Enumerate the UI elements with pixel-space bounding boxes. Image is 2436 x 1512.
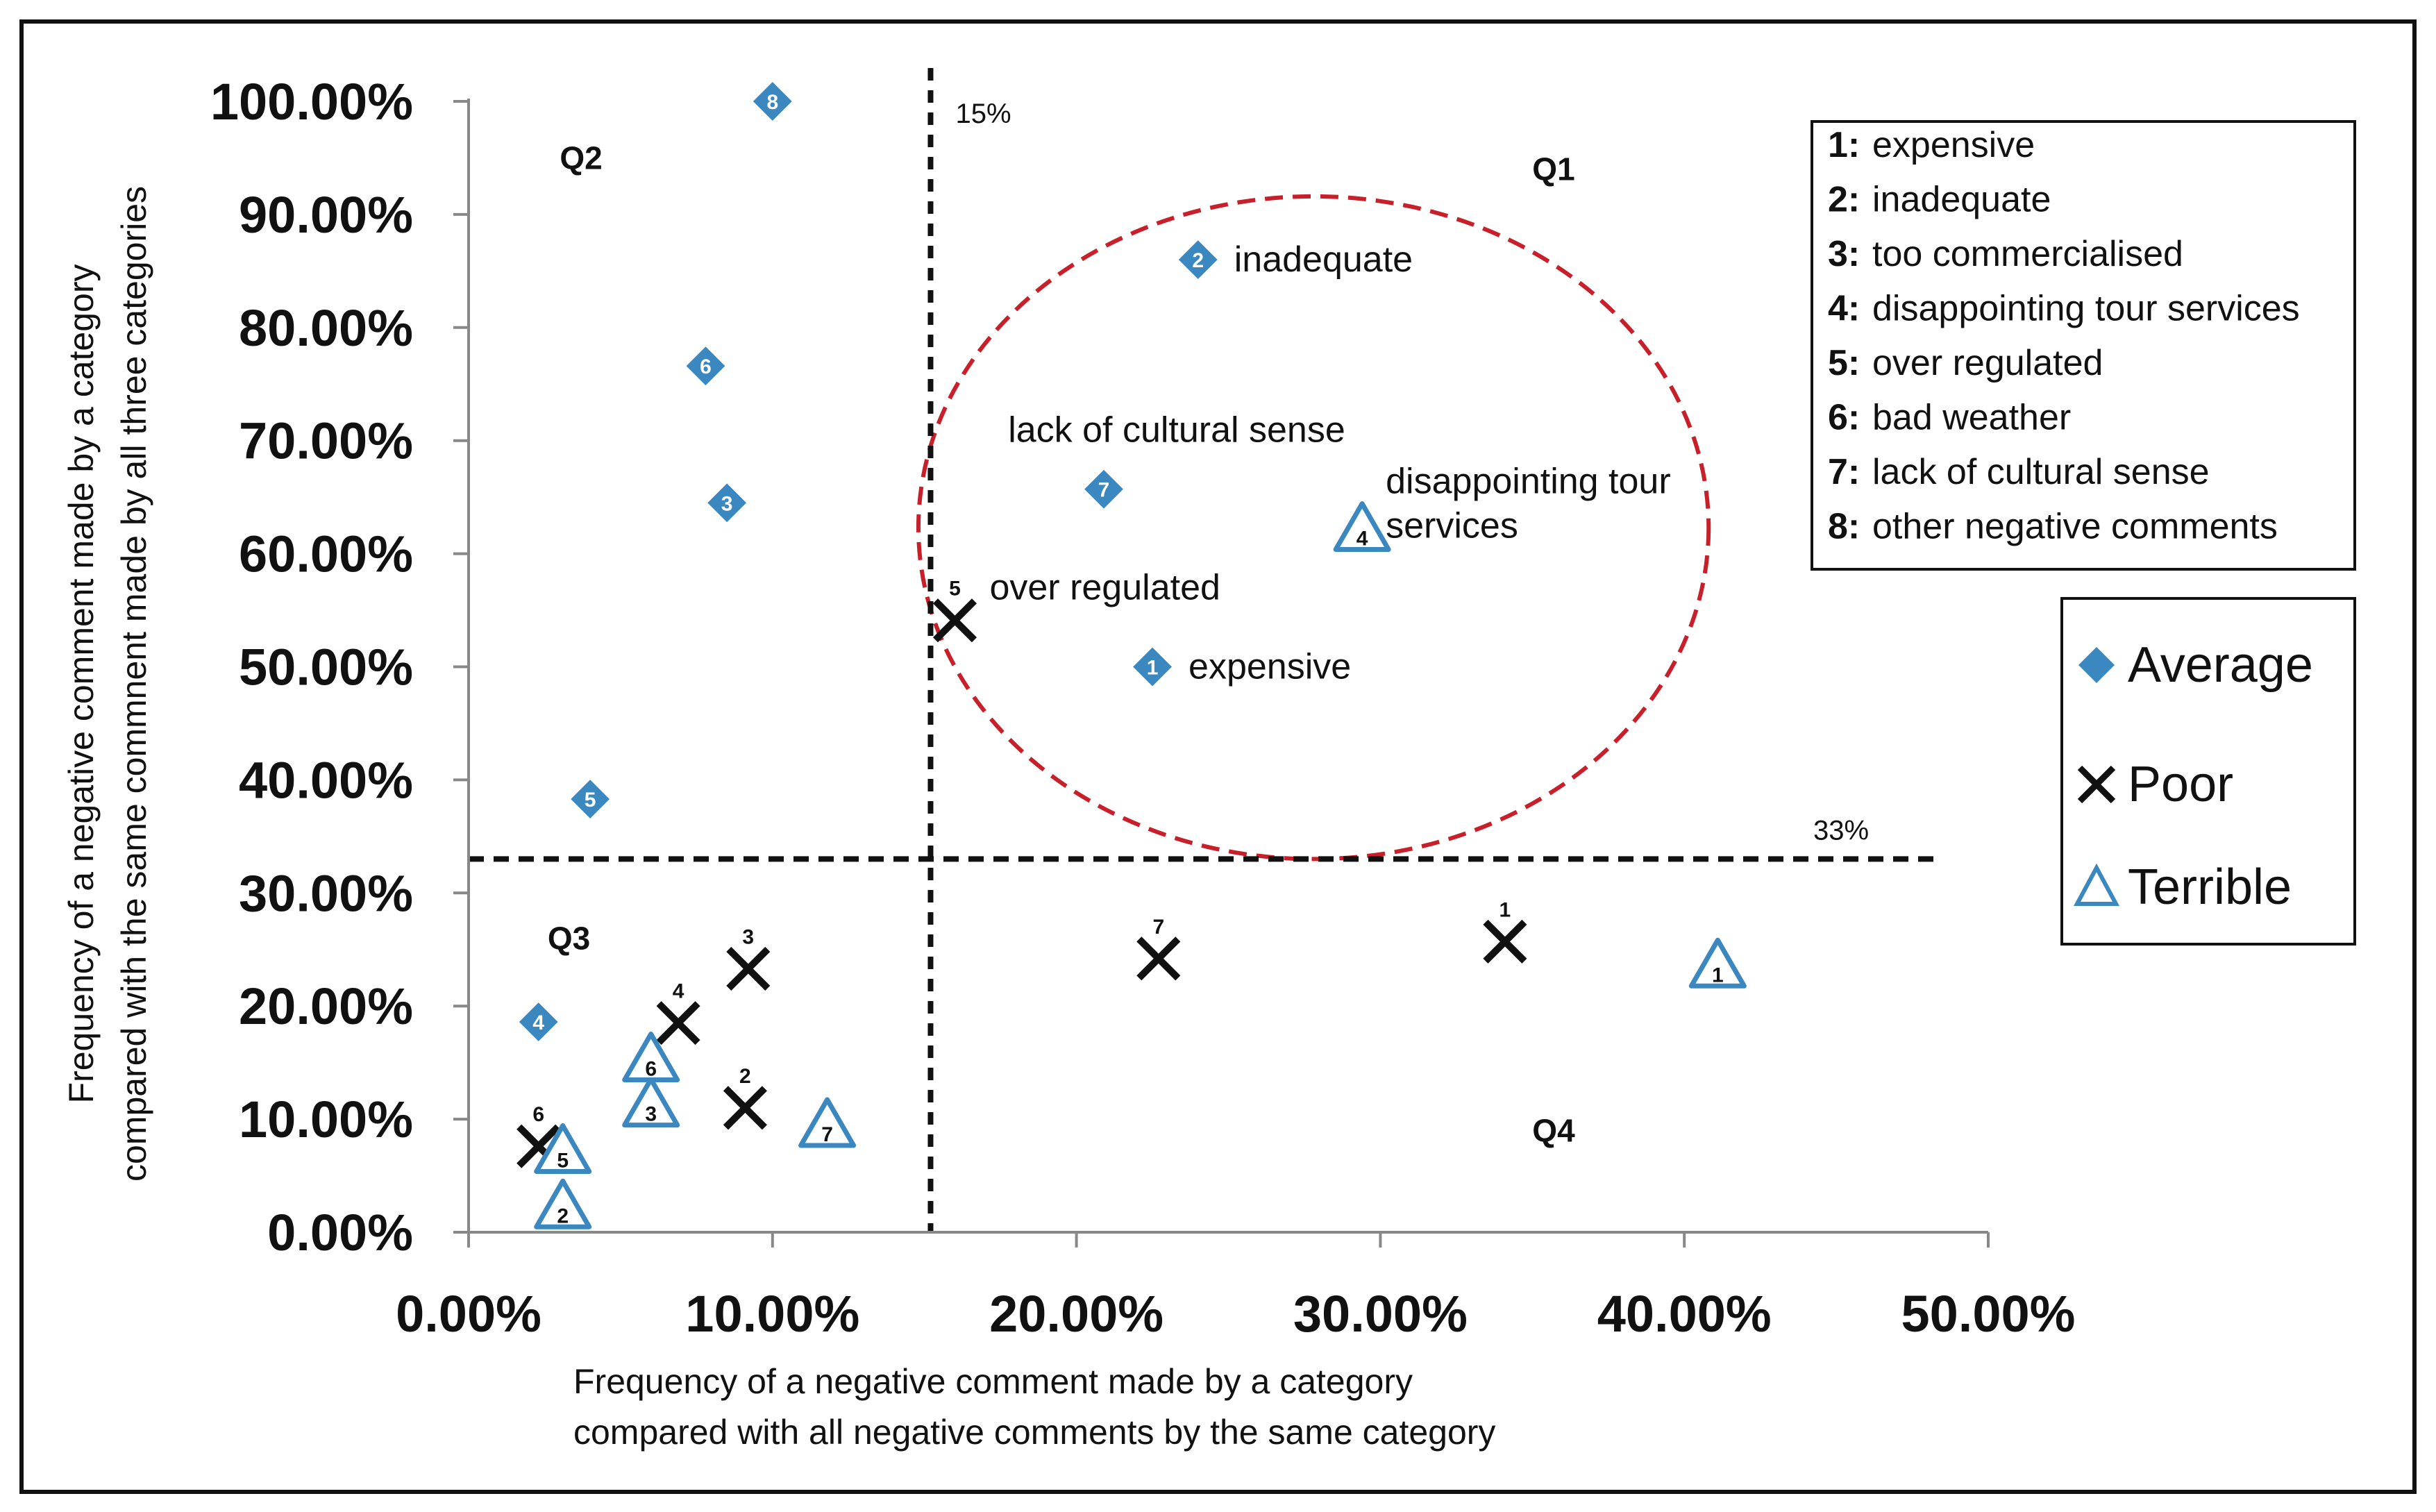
x-tick-label: 20.00% <box>989 1285 1164 1343</box>
reference-label-vertical: 15% <box>955 99 1011 129</box>
category-key-label: expensive <box>1872 125 2035 165</box>
y-tick-label: 70.00% <box>239 412 413 470</box>
y-tick-label: 50.00% <box>239 639 413 696</box>
legend-terrible-icon <box>2073 863 2120 906</box>
category-key-label: inadequate <box>1872 180 2051 220</box>
y-tick-label: 10.00% <box>239 1091 413 1148</box>
category-key-label: too commercialised <box>1872 234 2183 274</box>
legend-label-terrible: Terrible <box>2128 859 2292 915</box>
category-key-label: other negative comments <box>1872 507 2278 547</box>
category-key-number: 4: <box>1828 289 1860 329</box>
quadrant-label-q4: Q4 <box>1532 1112 1575 1148</box>
x-tick-label: 0.00% <box>396 1285 541 1343</box>
terrible-point-4 <box>1333 501 1391 553</box>
terrible-point-3 <box>622 1077 680 1128</box>
poor-point-label: 4 <box>673 980 684 1003</box>
average-point-label: 8 <box>766 91 778 114</box>
average-point-label: 3 <box>721 492 733 515</box>
poor-point-label: 6 <box>532 1103 544 1126</box>
poor-point-2 <box>723 1086 767 1130</box>
terrible-point-1 <box>1688 937 1747 989</box>
x-axis-title: Frequency of a negative comment made by … <box>573 1362 1495 1452</box>
average-point-7 <box>1081 467 1127 512</box>
annotation-inadequate: inadequate <box>1234 240 1413 280</box>
terrible-point-label: 7 <box>821 1123 833 1146</box>
category-key-number: 6: <box>1828 398 1860 438</box>
category-key-label: lack of cultural sense <box>1872 452 2210 492</box>
category-key-number: 7: <box>1828 452 1860 492</box>
category-key-box <box>1811 120 2356 571</box>
average-point-4 <box>516 999 561 1045</box>
poor-point-3 <box>726 946 771 991</box>
x-tick-label: 10.00% <box>685 1285 859 1343</box>
legend-label-poor: Poor <box>2128 757 2233 812</box>
y-axis-title: Frequency of a negative comment made by … <box>62 186 153 1182</box>
category-key-number: 3: <box>1828 234 1860 274</box>
average-point-label: 5 <box>585 789 596 812</box>
y-tick-label: 20.00% <box>239 977 413 1035</box>
x-tick-label: 40.00% <box>1597 1285 1772 1343</box>
terrible-point-label: 4 <box>1356 528 1368 551</box>
average-point-6 <box>683 344 728 389</box>
terrible-point-label: 2 <box>557 1204 569 1227</box>
average-point-label: 6 <box>700 355 712 378</box>
average-point-label: 2 <box>1192 249 1204 272</box>
category-key-number: 5: <box>1828 343 1860 383</box>
terrible-point-label: 6 <box>645 1058 657 1081</box>
poor-point-label: 3 <box>742 925 754 948</box>
category-key-number: 8: <box>1828 507 1860 547</box>
annotation-disappointing-tour-services: disappointing tour services <box>1386 462 1671 546</box>
average-point-label: 1 <box>1147 657 1159 680</box>
highlight-ellipse <box>916 194 1711 862</box>
y-tick-label: 60.00% <box>239 526 413 583</box>
terrible-point-6 <box>622 1032 680 1083</box>
quadrant-label-q1: Q1 <box>1532 151 1574 187</box>
terrible-point-7 <box>798 1097 857 1148</box>
y-tick-label: 0.00% <box>267 1204 413 1261</box>
legend-poor-icon <box>2077 765 2116 804</box>
average-point-5 <box>567 776 613 822</box>
reference-label-horizontal: 33% <box>1813 815 1869 846</box>
poor-point-7 <box>1136 936 1181 981</box>
terrible-point-2 <box>534 1178 592 1229</box>
y-tick-label: 40.00% <box>239 751 413 809</box>
legend-label-average: Average <box>2128 637 2313 693</box>
y-tick-label: 80.00% <box>239 299 413 357</box>
terrible-point-label: 3 <box>645 1103 657 1126</box>
category-key-label: over regulated <box>1872 343 2103 383</box>
x-tick-label: 50.00% <box>1901 1285 2076 1343</box>
average-point-3 <box>705 480 750 526</box>
poor-point-label: 5 <box>949 578 961 600</box>
annotation-expensive: expensive <box>1188 647 1351 687</box>
poor-point-1 <box>1483 919 1527 964</box>
average-point-1 <box>1129 644 1175 689</box>
terrible-point-label: 1 <box>1712 964 1724 986</box>
x-tick-label: 30.00% <box>1293 1285 1468 1343</box>
y-tick-label: 90.00% <box>239 186 413 244</box>
poor-point-label: 2 <box>739 1065 751 1088</box>
poor-point-label: 1 <box>1500 898 1511 921</box>
poor-point-4 <box>656 1001 700 1045</box>
category-key-number: 1: <box>1828 125 1860 165</box>
average-point-label: 4 <box>532 1011 544 1034</box>
y-tick-label: 30.00% <box>239 864 413 922</box>
average-point-label: 7 <box>1098 479 1110 502</box>
terrible-point-5 <box>534 1123 592 1174</box>
poor-point-5 <box>932 598 977 643</box>
quadrant-label-q3: Q3 <box>548 920 590 956</box>
annotation-lack-of-cultural-sense: lack of cultural sense <box>1008 410 1345 451</box>
poor-point-label: 7 <box>1152 916 1164 939</box>
average-point-2 <box>1175 237 1220 283</box>
annotation-over-regulated: over regulated <box>989 568 1220 608</box>
quadrant-label-q2: Q2 <box>560 140 602 176</box>
y-tick-label: 100.00% <box>210 73 413 131</box>
category-key-label: bad weather <box>1872 398 2071 438</box>
legend-average-icon <box>2078 647 2115 683</box>
average-point-8 <box>750 78 795 124</box>
category-key-number: 2: <box>1828 180 1860 220</box>
terrible-point-label: 5 <box>557 1149 569 1172</box>
category-key-label: disappointing tour services <box>1872 289 2300 329</box>
